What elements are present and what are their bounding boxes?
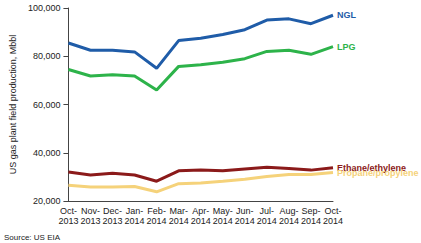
svg-text:Propane/propylene: Propane/propylene — [337, 168, 419, 178]
svg-text:2013: 2013 — [58, 216, 78, 226]
svg-text:Source: US EIA: Source: US EIA — [4, 233, 61, 242]
svg-text:20,000: 20,000 — [33, 196, 61, 206]
svg-text:Jun-: Jun- — [236, 206, 254, 216]
svg-text:80,000: 80,000 — [33, 51, 61, 61]
svg-text:2014: 2014 — [169, 216, 189, 226]
svg-text:Apr-: Apr- — [192, 206, 209, 216]
svg-text:Feb-: Feb- — [147, 206, 166, 216]
svg-text:2014: 2014 — [147, 216, 167, 226]
svg-text:2014: 2014 — [279, 216, 299, 226]
svg-text:Sep-: Sep- — [301, 206, 320, 216]
svg-text:2014: 2014 — [213, 216, 233, 226]
svg-text:NGL: NGL — [337, 10, 357, 20]
svg-text:Jan-: Jan- — [126, 206, 144, 216]
svg-text:LPG: LPG — [337, 42, 356, 52]
svg-text:2014: 2014 — [323, 216, 343, 226]
svg-text:May-: May- — [213, 206, 233, 216]
svg-text:100,000: 100,000 — [28, 3, 61, 13]
svg-text:2014: 2014 — [235, 216, 255, 226]
svg-text:2014: 2014 — [125, 216, 145, 226]
svg-text:2014: 2014 — [301, 216, 321, 226]
svg-text:2014: 2014 — [191, 216, 211, 226]
svg-text:60,000: 60,000 — [33, 100, 61, 110]
svg-text:Aug-: Aug- — [279, 206, 298, 216]
svg-text:2014: 2014 — [257, 216, 277, 226]
svg-text:Oct-: Oct- — [325, 206, 342, 216]
svg-text:Mar-: Mar- — [169, 206, 188, 216]
svg-text:2013: 2013 — [103, 216, 123, 226]
svg-text:US gas plant field production,: US gas plant field production, Mbbl — [8, 35, 18, 175]
svg-text:2013: 2013 — [80, 216, 100, 226]
svg-text:40,000: 40,000 — [33, 148, 61, 158]
svg-text:Nov-: Nov- — [81, 206, 100, 216]
svg-text:Oct-: Oct- — [60, 206, 77, 216]
svg-text:Jul-: Jul- — [260, 206, 275, 216]
svg-text:Dec-: Dec- — [103, 206, 122, 216]
